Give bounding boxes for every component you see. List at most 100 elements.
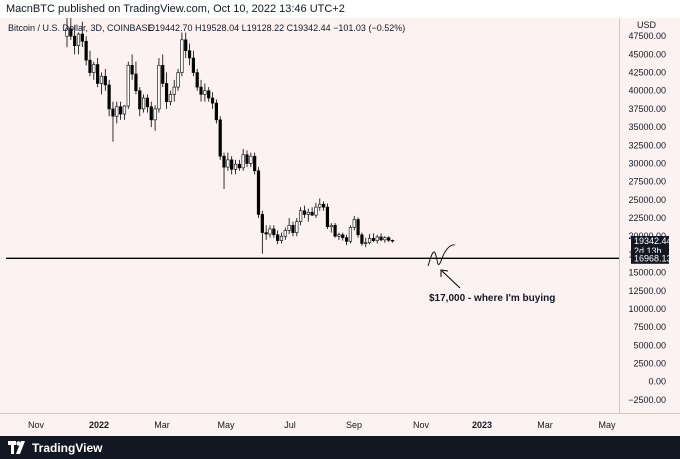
candle-body (96, 64, 100, 84)
candle-body (310, 211, 314, 216)
candle-body (387, 237, 391, 241)
candle (360, 232, 364, 246)
candle-body (130, 64, 134, 75)
candle (149, 101, 153, 128)
candle-body (184, 39, 188, 52)
candle (73, 25, 77, 55)
candle (134, 61, 138, 95)
candle (245, 150, 249, 168)
candle-body (306, 211, 310, 215)
x-tick-label: Sep (346, 420, 362, 430)
candle-body (390, 239, 395, 242)
candle-body (187, 50, 192, 59)
candle-body (218, 119, 222, 157)
x-tick-label: 2022 (89, 420, 109, 430)
candle (375, 234, 379, 244)
last-price-tag: 19342.44 2d 13h (631, 236, 672, 258)
candle (348, 225, 353, 244)
candle (191, 50, 195, 77)
x-tick-label: Nov (28, 420, 45, 430)
candle (199, 79, 203, 102)
candle-body (149, 106, 153, 121)
candles (65, 18, 395, 254)
y-tick-label: 22500.00 (628, 213, 666, 223)
candle-body (92, 64, 96, 73)
x-tick-label: Jul (284, 420, 296, 430)
y-tick-label: 2500.00 (633, 359, 666, 369)
candle-body (253, 155, 257, 172)
candle-body (302, 210, 307, 215)
candle (99, 72, 104, 95)
price-axis[interactable]: USD 47500.00 45000.00 42500.00 40000.00 3750… (628, 20, 666, 405)
x-tick-label: Mar (537, 420, 553, 430)
publish-info: MacnBTC published on TradingView.com, Oc… (6, 3, 345, 15)
y-tick-label: 15000.00 (628, 268, 666, 278)
y-tick-label: 40000.00 (628, 86, 666, 96)
candle-body (256, 170, 261, 215)
price-chart[interactable]: $17,000 - where I'm buying Bitcoin / U.S… (0, 18, 680, 436)
y-tick-label: 45000.00 (628, 49, 666, 59)
candle (69, 18, 73, 40)
candle (268, 225, 272, 238)
x-tick-label: 2023 (472, 420, 492, 430)
candle-body (367, 238, 372, 244)
y-tick-label: 32500.00 (628, 140, 666, 150)
candle-body (153, 108, 157, 121)
candle (260, 210, 264, 254)
y-tick-label: 12500.00 (628, 286, 666, 296)
candle (356, 217, 360, 238)
candle-body (126, 64, 130, 107)
publish-header: MacnBTC published on TradingView.com, Oc… (0, 0, 680, 18)
candle-body (276, 234, 280, 241)
candle-body (115, 106, 119, 117)
candle (130, 54, 134, 80)
x-tick-label: Mar (154, 420, 170, 430)
line-level-value: 16968.13 (634, 253, 672, 263)
candle (222, 152, 226, 189)
candle-body (203, 90, 207, 95)
candle (302, 205, 307, 219)
candle (387, 236, 391, 243)
candle-body (379, 236, 383, 241)
annotation-arrow[interactable] (440, 269, 461, 289)
candle-body (383, 237, 387, 241)
candle (195, 68, 199, 91)
candle (96, 58, 100, 88)
candle (371, 233, 376, 243)
candle (283, 227, 287, 240)
candle (111, 101, 115, 142)
candle-body (341, 234, 345, 238)
candle-body (325, 206, 330, 228)
candle-body (360, 234, 364, 244)
candle-body (222, 155, 226, 168)
candle (318, 198, 322, 211)
buying-annotation[interactable]: $17,000 - where I'm buying (429, 293, 555, 304)
candle-body (264, 232, 268, 235)
candle (249, 152, 253, 168)
candle-body (233, 163, 238, 170)
candle (337, 232, 341, 240)
candle-body (172, 86, 176, 95)
candle (207, 87, 211, 102)
candle (138, 87, 142, 117)
candle (122, 105, 127, 120)
candle-body (142, 97, 146, 110)
symbol-legend[interactable]: Bitcoin / U.S. Dollar, 3D, COINBASE (8, 23, 154, 33)
candle-body (241, 154, 245, 169)
candle (333, 223, 337, 238)
projected-path-drawing[interactable] (427, 244, 456, 267)
candle-body (199, 86, 203, 95)
candle (344, 234, 349, 245)
candle-body (157, 64, 161, 110)
candle (291, 221, 295, 237)
time-axis[interactable]: Nov 2022 Mar May Jul Sep Nov 2023 Mar May (28, 420, 616, 430)
candle (153, 105, 157, 131)
candle (65, 18, 69, 48)
candle-body (329, 225, 333, 228)
candle (168, 90, 173, 106)
candle (383, 236, 387, 243)
candle (253, 152, 257, 175)
candle (276, 230, 280, 245)
candle (233, 159, 238, 175)
candle (180, 32, 184, 77)
